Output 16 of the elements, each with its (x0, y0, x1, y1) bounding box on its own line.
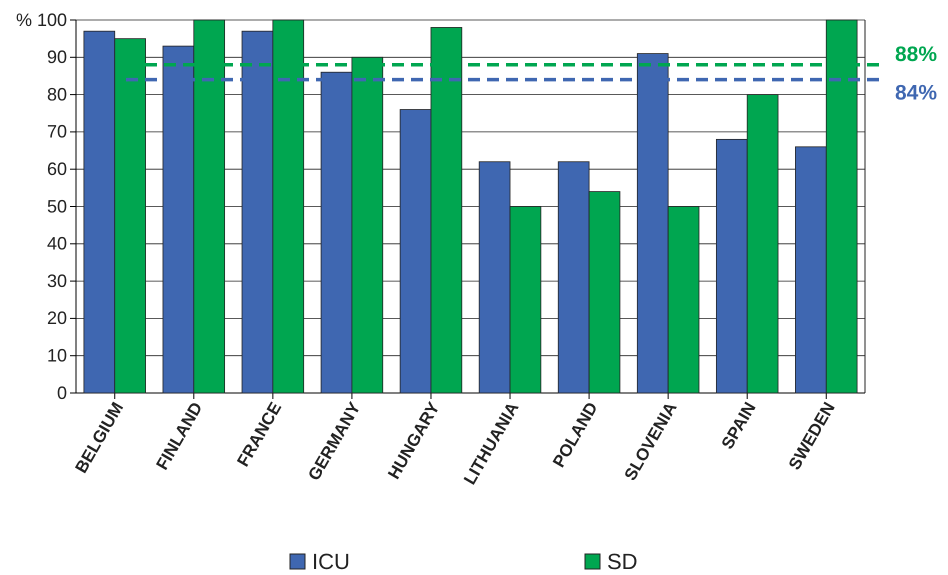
y-tick-label: 50 (46, 196, 67, 216)
ref-line-label: 88% (895, 42, 938, 66)
ref-line-label: 84% (895, 82, 938, 105)
y-tick-label: 0 (56, 382, 67, 403)
y-tick-label: 90 (46, 47, 67, 68)
y-tick-label: 40 (46, 234, 67, 254)
y-axis-title: % (16, 10, 32, 30)
y-tick-label: 70 (46, 122, 67, 142)
y-tick-label: 60 (46, 158, 67, 179)
y-tick-label: 80 (46, 84, 67, 104)
legend-label: ICU (312, 549, 350, 574)
y-tick-label: 20 (46, 308, 67, 328)
y-tick-label: 100 (36, 10, 67, 30)
y-tick-label: 10 (46, 345, 67, 366)
y-tick-label: 30 (46, 270, 67, 291)
legend-label: SD (607, 549, 638, 574)
